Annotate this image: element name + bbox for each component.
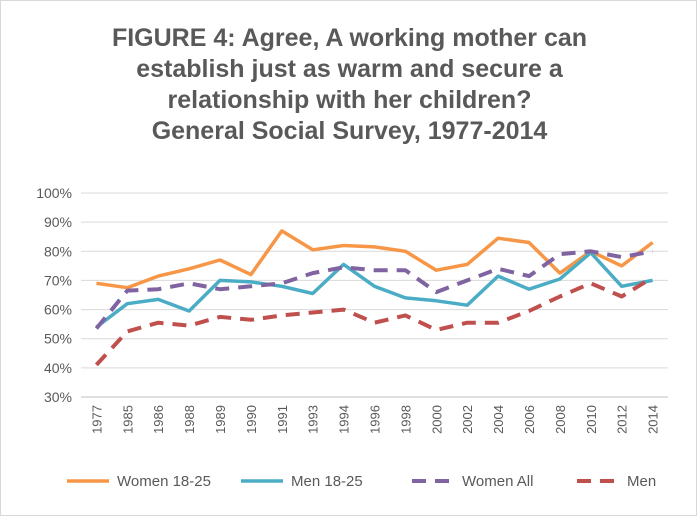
x-tick-label: 1994 [337, 405, 352, 434]
chart-title-line-1: FIGURE 4: Agree, A working mother can [111, 24, 588, 52]
x-tick-label: 2012 [615, 405, 630, 434]
series-line-men [94, 275, 654, 367]
y-tick-label: 30% [44, 389, 72, 405]
y-tick-label: 40% [44, 360, 72, 376]
chart-title-line-3: relationship with her children? [167, 86, 532, 114]
x-tick-label: 1977 [89, 405, 104, 434]
chart-title: FIGURE 4: Agree, A working mother can es… [1, 23, 697, 147]
chart-title-line-2: establish just as warm and secure a [136, 55, 563, 83]
x-tick-label: 1990 [244, 405, 259, 434]
x-tick-label: 2008 [553, 405, 568, 434]
x-tick-label: 1988 [182, 405, 197, 434]
series-line-women-18-25 [96, 229, 654, 290]
chart-title-line-4: General Social Survey, 1977-2014 [151, 117, 548, 145]
legend-label: Women 18-25 [117, 473, 211, 490]
x-tick-label: 2000 [429, 405, 444, 434]
legend-label: Women All [462, 473, 533, 490]
y-tick-label: 80% [44, 243, 72, 259]
x-tick-label: 2002 [460, 405, 475, 434]
x-tick-label: 1998 [398, 405, 413, 434]
x-tick-label: 2006 [522, 405, 537, 434]
x-tick-label: 1996 [368, 405, 383, 434]
x-tick-label: 1993 [306, 405, 321, 434]
y-tick-label: 70% [44, 272, 72, 288]
x-tick-label: 1989 [213, 405, 228, 434]
x-tick-label: 1986 [151, 405, 166, 434]
y-tick-label: 100% [36, 185, 72, 201]
x-tick-label: 2004 [491, 405, 506, 434]
series-line-men-18-25 [95, 250, 653, 329]
y-tick-label: 90% [44, 214, 72, 230]
x-tick-label: 1985 [120, 405, 135, 434]
legend-label: Men 18-25 [291, 473, 363, 490]
x-tick-label: 2014 [646, 405, 661, 434]
legend-label: Men [627, 473, 656, 490]
x-tick-label: 2010 [584, 405, 599, 434]
x-tick-label: 1991 [275, 405, 290, 434]
y-tick-label: 60% [44, 302, 72, 318]
series-line-women-all [94, 249, 653, 330]
y-tick-label: 50% [44, 331, 72, 347]
